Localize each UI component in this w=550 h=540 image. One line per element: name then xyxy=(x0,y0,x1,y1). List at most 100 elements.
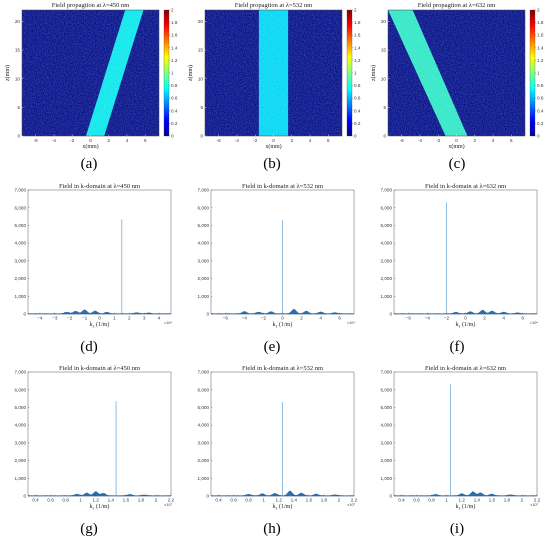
colorbar-tick-label: 0.8 xyxy=(537,83,544,88)
colorbar-tick-label: 1 xyxy=(354,71,357,76)
spectrum-xtick-label: 2.2 xyxy=(534,498,541,503)
heatmap-ytick-label: 0 xyxy=(17,134,20,139)
spectrum-ytick-label: 2,000 xyxy=(381,276,393,281)
panel-caption: (i) xyxy=(450,521,464,537)
spectrum-title: Field in k-domain at λ=632 nm xyxy=(425,183,506,190)
heatmap-xtick-label: 2 xyxy=(290,138,293,143)
spectrum-xtick-label: 0.4 xyxy=(215,498,222,503)
spectrum-xlabel-subscript: x xyxy=(93,324,95,329)
spectrum-xlabel-subscript: x xyxy=(93,506,95,511)
colorbar-tick-label: 2 xyxy=(171,8,174,13)
spectrum-xtick-label: 2 xyxy=(128,316,131,321)
colorbar-tick-label: 0.2 xyxy=(537,121,544,126)
spectrum-xlabel-main: k xyxy=(456,322,459,328)
spectrum-xlabel-unit: (1/m) xyxy=(95,321,110,328)
heatmap-title: Field propagtion at λ=632 nm xyxy=(418,2,496,9)
spectrum-xlabel: kx (1/m) xyxy=(90,321,110,329)
spectrum-xtick-label: 0 xyxy=(464,316,467,321)
spectrum-xlabel-subscript: x xyxy=(276,324,278,329)
spectrum-ytick-label: 6,000 xyxy=(381,205,393,210)
spectrum-ytick-label: 7,000 xyxy=(15,188,27,193)
spectrum-title: Field in k-domain at λ=532 nm xyxy=(242,183,323,190)
heatmap-xtick-label: 0 xyxy=(89,138,92,143)
colorbar xyxy=(163,9,170,137)
spectrum-xtick-label: 1 xyxy=(79,498,82,503)
heatmap-ylabel: z(mm) xyxy=(187,65,194,81)
spectrum-x-exponent: ×10⁴ xyxy=(347,321,355,325)
spectrum-x-exponent: ×10⁷ xyxy=(530,503,538,507)
heatmap-speckle xyxy=(388,10,525,136)
spectrum-xtick-label: 1.6 xyxy=(489,498,496,503)
spectrum-xtick-label: 0.8 xyxy=(428,498,435,503)
heatmap-ytick-label: 15 xyxy=(198,48,204,53)
heatmap-speckle xyxy=(22,10,159,136)
spectrum-noise-band xyxy=(210,490,355,497)
heatmap-xtick-label: -6 xyxy=(34,138,39,143)
spectrum-xlabel-main: k xyxy=(273,504,276,510)
spectrum-panel-9: Field in k-domain at λ=632 nm 0.4 0.6 0.8 1 1… xyxy=(381,365,541,511)
heatmap-ytick-label: 5 xyxy=(17,105,20,110)
spectrum-xtick-label: 2.2 xyxy=(168,498,175,503)
heatmap-xtick-label: 2 xyxy=(473,138,476,143)
spectrum-ytick-label: 1,000 xyxy=(381,294,393,299)
heatmap-field xyxy=(22,10,159,136)
spectrum-xtick-label: −6 xyxy=(223,316,229,321)
spectrum-ytick-label: 3,000 xyxy=(381,258,393,263)
spectrum-panel-5: Field in k-domain at λ=532 nm −6 −4 −2 0 2 4 6 0… xyxy=(198,183,356,329)
spectrum-ytick-label: 2,000 xyxy=(381,458,393,463)
spectrum-ytick-label: 4,000 xyxy=(381,241,393,246)
heatmap-title: Field propagtion at λ=532 nm xyxy=(235,2,313,9)
spectrum-ytick-label: 6,000 xyxy=(198,387,210,392)
heatmap-ytick-label: 0 xyxy=(200,134,203,139)
heatmap-ytick-label: 10 xyxy=(15,76,21,81)
spectrum-xlabel-unit: (1/m) xyxy=(278,503,293,510)
spectrum-xtick-label: 1.6 xyxy=(123,498,130,503)
heatmap-field xyxy=(205,10,342,136)
spectrum-ytick-label: 3,000 xyxy=(15,440,27,445)
heatmap-ytick-label: 15 xyxy=(381,48,387,53)
spectrum-xtick-label: 0.8 xyxy=(62,498,69,503)
heatmap-xtick-label: -2 xyxy=(70,138,75,143)
spectrum-xtick-label: 0 xyxy=(98,316,101,321)
spectrum-xtick-label: 0.6 xyxy=(230,498,237,503)
spectrum-noise-band xyxy=(393,309,538,315)
spectrum-xtick-label: 0.4 xyxy=(398,498,405,503)
spectrum-ytick-label: 2,000 xyxy=(15,458,27,463)
spectrum-xlabel: kx (1/m) xyxy=(273,321,293,329)
spectrum-xtick-label: 2 xyxy=(338,498,341,503)
colorbar-tick-label: 2 xyxy=(354,8,357,13)
spectrum-ytick-label: 4,000 xyxy=(15,423,27,428)
heatmap-xtick-label: 6 xyxy=(144,138,147,143)
spectrum-xlabel: kx (1/m) xyxy=(273,503,293,511)
spectrum-ytick-label: 0 xyxy=(23,494,26,499)
colorbar-tick-label: 1.2 xyxy=(537,58,544,63)
spectrum-xtick-label: 4 xyxy=(158,316,161,321)
heatmap-xtick-label: -2 xyxy=(436,138,441,143)
spectrum-ytick-label: 4,000 xyxy=(198,423,210,428)
spectrum-ytick-label: 6,000 xyxy=(381,387,393,392)
colorbar-tick-label: 0 xyxy=(171,134,174,139)
spectrum-xlabel-main: k xyxy=(90,504,93,510)
spectrum-xtick-label: −2 xyxy=(261,316,267,321)
spectrum-xtick-label: 1 xyxy=(445,498,448,503)
spectrum-xtick-label: 2 xyxy=(155,498,158,503)
spectrum-xtick-label: −1 xyxy=(82,316,88,321)
spectrum-xlabel-main: k xyxy=(273,322,276,328)
spectrum-ytick-label: 4,000 xyxy=(198,241,210,246)
spectrum-ytick-label: 2,000 xyxy=(15,276,27,281)
panel-caption: (d) xyxy=(80,339,98,355)
heatmap-xtick-label: -4 xyxy=(235,138,240,143)
spectrum-xlabel-subscript: x xyxy=(459,324,461,329)
spectrum-xlabel-subscript: x xyxy=(276,506,278,511)
panel-caption: (c) xyxy=(449,156,466,172)
spectrum-x-exponent: ×10⁴ xyxy=(164,321,172,325)
heatmap-xtick-label: 4 xyxy=(309,138,312,143)
heatmap-panel-1: Field propagtion at λ=450 nm -6 -4 -2 0 2 4 6 0 5… xyxy=(4,2,178,150)
colorbar-tick-label: 1.4 xyxy=(171,45,178,50)
spectrum-ytick-label: 1,000 xyxy=(381,476,393,481)
panel-caption: (g) xyxy=(80,521,98,537)
spectrum-ytick-label: 0 xyxy=(206,312,209,317)
heatmap-panel-2: Field propagtion at λ=532 nm -6 -4 -2 0 2 4 6 0 5… xyxy=(187,2,361,150)
spectrum-panel-8: Field in k-domain at λ=532 nm 0.4 0.6 0.8 1 1… xyxy=(198,365,358,511)
spectrum-ytick-label: 5,000 xyxy=(15,223,27,228)
